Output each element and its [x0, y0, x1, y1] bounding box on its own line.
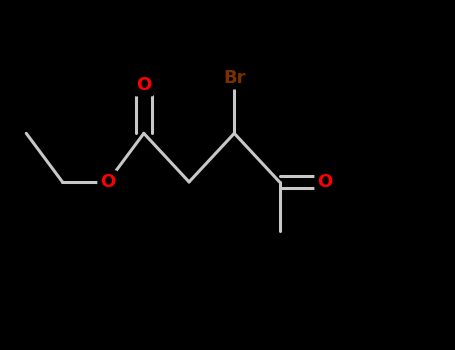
Text: O: O: [136, 76, 152, 94]
Text: O: O: [100, 173, 115, 191]
Text: Br: Br: [223, 69, 246, 87]
Text: O: O: [317, 173, 332, 191]
